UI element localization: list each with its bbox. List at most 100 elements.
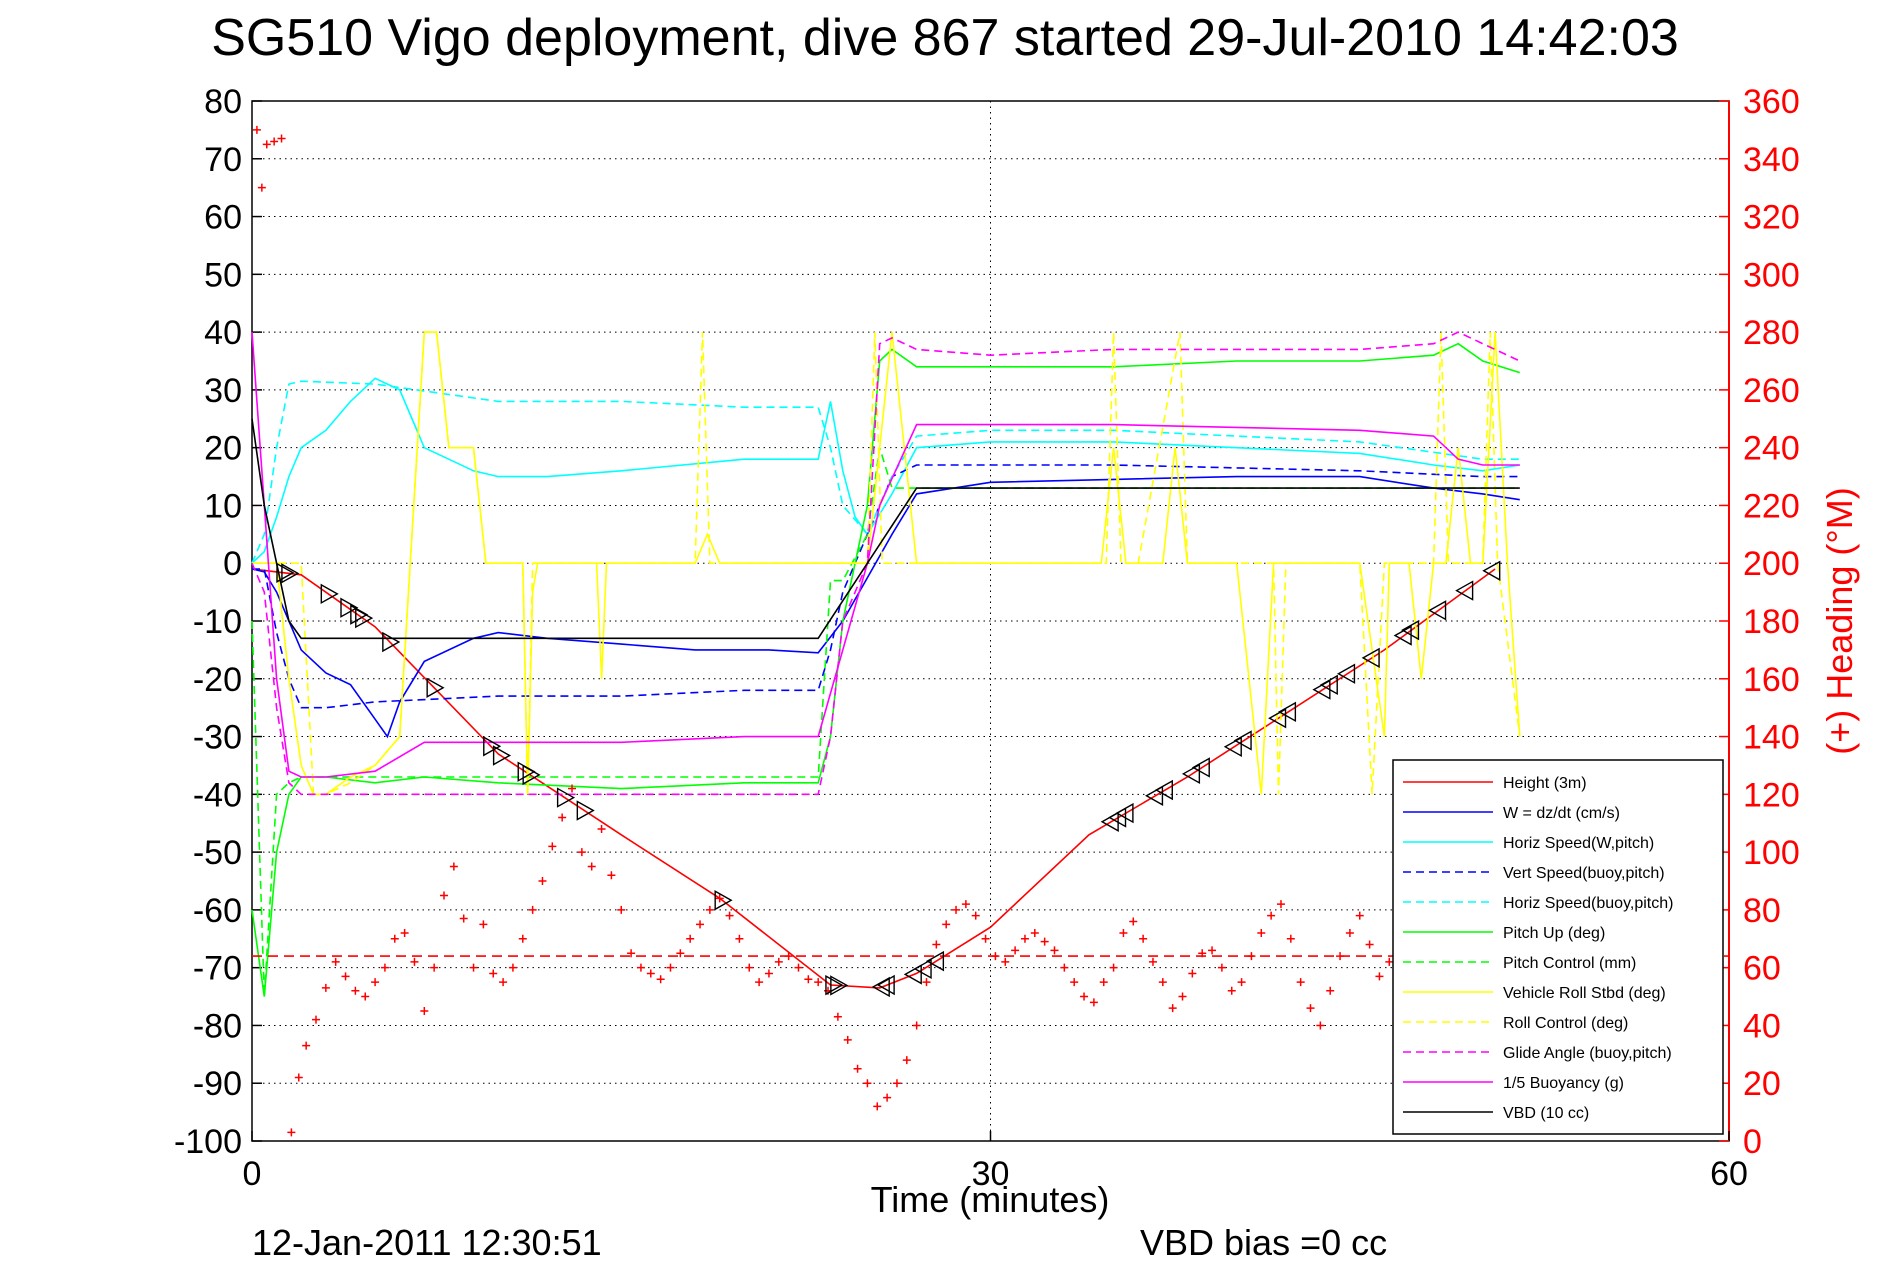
- depth-marker: [281, 563, 300, 584]
- y-tick-label: 50: [204, 256, 242, 294]
- y-right-axis-label: (+) Heading (°M): [1819, 487, 1860, 754]
- depth-marker: [1361, 647, 1380, 669]
- heading-point: [449, 862, 458, 871]
- y-right-tick-label: 60: [1743, 950, 1781, 988]
- heading-point: [1198, 949, 1207, 958]
- heading-point: [1030, 929, 1039, 937]
- heading-point: [341, 972, 350, 981]
- series-line-10: [251, 332, 1520, 778]
- heading-point: [1336, 952, 1345, 961]
- heading-point: [804, 975, 813, 984]
- heading-point: [892, 1079, 901, 1088]
- y-tick-label: 80: [204, 83, 242, 121]
- heading-point: [981, 934, 990, 943]
- heading-point: [440, 891, 449, 900]
- y-right-tick-label: 360: [1743, 83, 1800, 121]
- y-right-tick-label: 260: [1743, 372, 1800, 410]
- heading-point: [277, 134, 286, 143]
- y-tick-label: 40: [204, 314, 242, 352]
- heading-point: [1070, 978, 1079, 987]
- heading-point: [1148, 957, 1157, 966]
- heading-point: [257, 183, 266, 192]
- heading-point: [873, 1102, 882, 1111]
- depth-marker: [355, 607, 374, 629]
- depth-marker: [556, 787, 576, 808]
- heading-point: [1168, 1004, 1177, 1013]
- heading-point: [912, 1021, 921, 1030]
- y-tick-label: -50: [193, 834, 242, 872]
- y-tick-label: -40: [193, 776, 242, 814]
- heading-point: [499, 978, 508, 987]
- heading-point: [1345, 929, 1354, 937]
- legend-label: Height (3m): [1503, 775, 1587, 792]
- heading-point: [371, 978, 380, 987]
- heading-point: [1375, 972, 1384, 981]
- heading-point: [1227, 986, 1236, 995]
- depth-marker: [1277, 701, 1297, 723]
- depth-marker: [1337, 663, 1356, 684]
- depth-marker: [320, 583, 339, 605]
- y-tick-label: -10: [193, 603, 242, 641]
- heading-point: [459, 914, 468, 923]
- depth-marker: [426, 677, 445, 698]
- heading-point: [528, 905, 537, 914]
- heading-point: [666, 963, 675, 972]
- y-right-tick-label: 100: [1743, 834, 1800, 872]
- x-tick-label: 30: [972, 1155, 1010, 1193]
- y-right-tick-label: 20: [1743, 1065, 1781, 1103]
- y-right-tick-label: 200: [1743, 545, 1800, 583]
- heading-point: [587, 862, 596, 871]
- heading-point: [390, 934, 399, 943]
- legend-label: Roll Control (deg): [1503, 1015, 1628, 1032]
- depth-marker: [1233, 730, 1252, 751]
- depth-marker: [825, 974, 844, 996]
- heading-point: [971, 911, 980, 920]
- heading-point: [489, 969, 498, 978]
- heading-point: [755, 978, 764, 987]
- heading-point: [932, 940, 941, 949]
- heading-point: [1011, 946, 1020, 955]
- y-right-tick-label: 40: [1743, 1007, 1781, 1045]
- heading-point: [627, 949, 636, 958]
- legend-label: Horiz Speed(buoy,pitch): [1503, 895, 1673, 912]
- heading-point: [294, 1073, 303, 1082]
- heading-point: [597, 825, 606, 833]
- y-right-tick-label: 220: [1743, 487, 1800, 525]
- heading-point: [696, 920, 705, 929]
- heading-point: [430, 963, 439, 972]
- heading-point: [1040, 937, 1049, 946]
- heading-point: [1286, 934, 1295, 943]
- heading-point: [548, 842, 557, 851]
- heading-point: [479, 920, 488, 929]
- heading-point: [287, 1128, 296, 1137]
- depth-marker: [830, 975, 849, 996]
- series-line-8: [252, 331, 1521, 796]
- series-line-6: [251, 447, 1520, 997]
- heading-point: [1296, 978, 1305, 987]
- heading-point: [794, 963, 803, 972]
- y-tick-label: -70: [193, 950, 242, 988]
- heading-point: [262, 140, 271, 149]
- heading-point: [508, 963, 517, 972]
- heading-point: [1326, 986, 1335, 995]
- y-right-tick-label: 160: [1743, 661, 1800, 699]
- y-tick-label: -30: [193, 719, 242, 757]
- depth-marker: [492, 745, 512, 766]
- series-line-3: [252, 464, 1520, 709]
- series-line-9: [251, 331, 1521, 796]
- heading-point: [312, 1015, 321, 1024]
- plot-series: [251, 126, 1729, 1137]
- y-tick-label: 70: [204, 141, 242, 179]
- y-right-tick-label: 180: [1743, 603, 1800, 641]
- legend-label: Pitch Control (mm): [1503, 955, 1636, 972]
- timestamp-label: 12-Jan-2011 12:30:51: [252, 1222, 602, 1262]
- depth-marker: [340, 597, 359, 618]
- heading-point: [942, 920, 951, 929]
- depth-marker: [1191, 757, 1210, 778]
- heading-point: [1217, 963, 1226, 972]
- heading-point: [558, 813, 567, 822]
- x-axis-ticks: 0 30 60: [243, 1131, 1748, 1193]
- heading-point: [735, 934, 744, 943]
- depth-marker: [1181, 763, 1201, 785]
- legend: Height (3m) W = dz/dt (cm/s) Horiz Speed(W…: [1392, 759, 1724, 1135]
